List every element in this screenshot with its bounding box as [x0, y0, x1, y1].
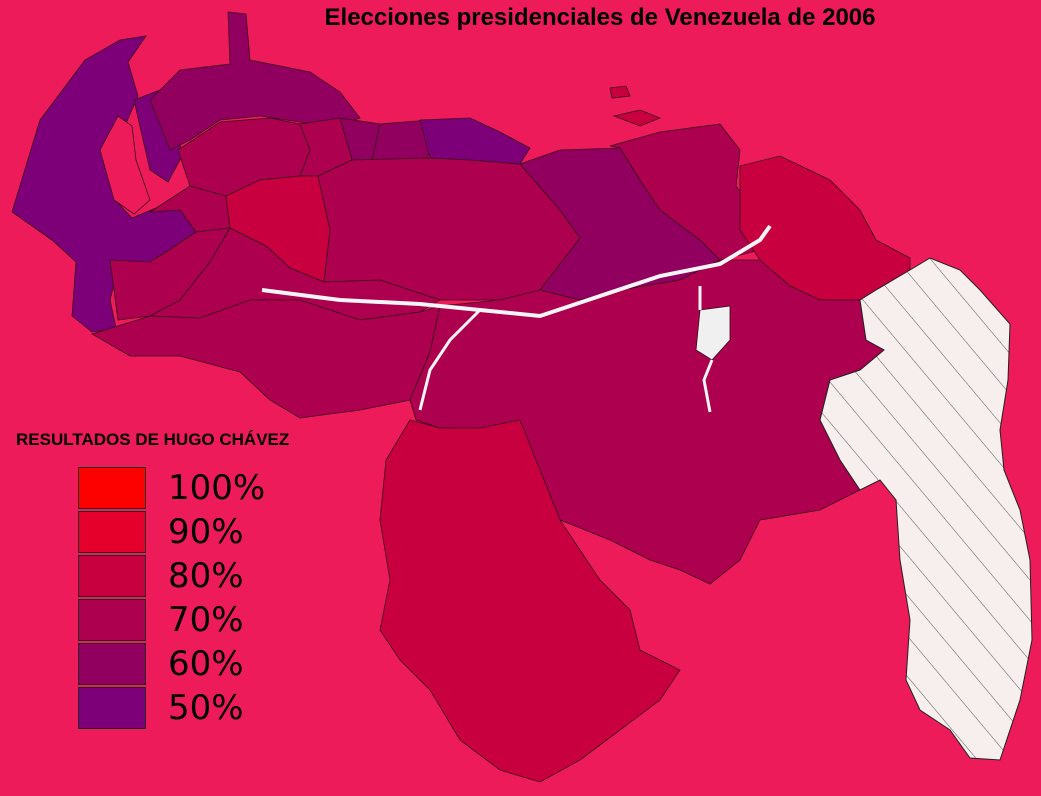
legend-label: 80%	[168, 556, 244, 596]
region-guayana-esequiba	[819, 257, 1033, 761]
legend-swatch	[78, 467, 146, 509]
legend-item: 60%	[78, 642, 265, 686]
legend-item: 50%	[78, 686, 265, 730]
legend-swatch	[78, 643, 146, 685]
legend-item: 100%	[78, 466, 265, 510]
legend-label: 90%	[168, 512, 244, 552]
legend-label: 70%	[168, 600, 244, 640]
legend-item: 90%	[78, 510, 265, 554]
lake-guri	[695, 305, 731, 361]
legend-swatch	[78, 511, 146, 553]
legend-label: 50%	[168, 688, 244, 728]
region-amazonas	[379, 419, 681, 783]
legend-label: 60%	[168, 644, 244, 684]
legend-swatch	[78, 555, 146, 597]
legend: 100% 90% 80% 70% 60% 50%	[78, 466, 265, 730]
legend-item: 80%	[78, 554, 265, 598]
legend-swatch	[78, 687, 146, 729]
legend-swatch	[78, 599, 146, 641]
caroni-river	[698, 286, 714, 413]
lake-maracaibo	[99, 115, 151, 215]
orinoco-river	[261, 224, 772, 319]
region-nueva-esparta	[612, 109, 662, 127]
region-nueva-esparta-2	[609, 85, 631, 99]
legend-label: 100%	[168, 468, 266, 508]
apure-river	[418, 308, 482, 411]
map-title: Elecciones presidenciales de Venezuela d…	[324, 4, 876, 31]
legend-item: 70%	[78, 598, 265, 642]
legend-title: RESULTADOS DE HUGO CHÁVEZ	[16, 430, 290, 449]
region-falcon	[149, 11, 361, 151]
